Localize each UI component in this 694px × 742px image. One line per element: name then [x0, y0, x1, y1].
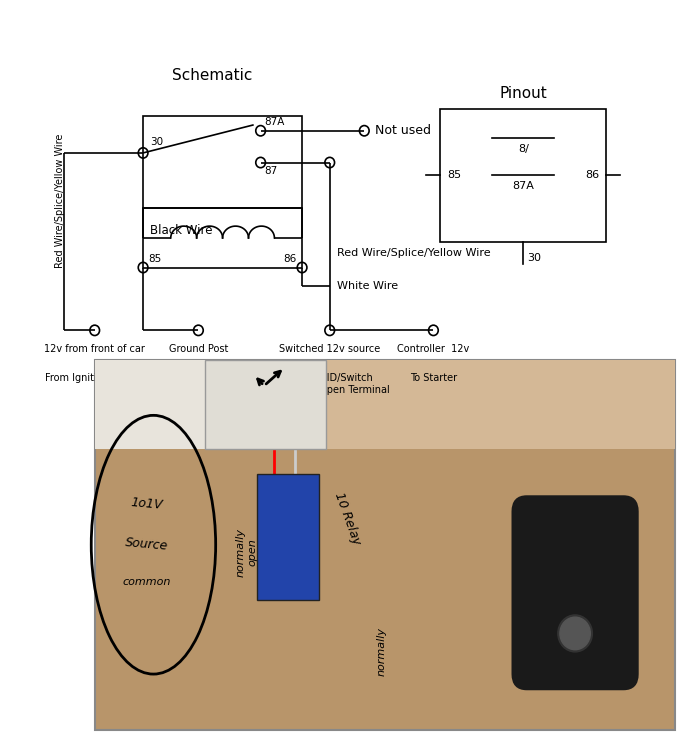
Text: From RFID/Switch
Normally  Open Terminal: From RFID/Switch Normally Open Terminal [269, 373, 390, 395]
Circle shape [558, 615, 593, 652]
Bar [94, 360, 675, 729]
Text: key fob: key fob [549, 579, 601, 592]
Text: Controller  12v: Controller 12v [397, 344, 470, 354]
Text: Ground: Ground [180, 373, 217, 383]
Text: Red Wire/Splice/Yellow Wire: Red Wire/Splice/Yellow Wire [55, 134, 65, 268]
Text: 1o1V: 1o1V [130, 496, 163, 512]
Bar [143, 209, 302, 268]
Text: 12v from front of car: 12v from front of car [44, 344, 145, 354]
Text: Black Wire: Black Wire [150, 224, 212, 237]
Text: Schematic: Schematic [172, 68, 253, 82]
Bar [205, 360, 326, 449]
Bar [257, 474, 319, 600]
Text: Pinout: Pinout [500, 86, 547, 101]
Bar [440, 108, 606, 242]
Text: 30: 30 [527, 253, 541, 263]
Text: Switched 12v source: Switched 12v source [279, 344, 380, 354]
Text: Source: Source [124, 536, 169, 553]
Text: To Starter: To Starter [410, 373, 457, 383]
Text: 8/: 8/ [518, 144, 529, 154]
FancyBboxPatch shape [513, 496, 637, 689]
Text: Red Wire/Splice/Yellow Wire: Red Wire/Splice/Yellow Wire [337, 248, 490, 257]
Text: normally
open: normally open [236, 528, 257, 577]
Text: common: common [122, 577, 171, 587]
Bar [94, 360, 281, 449]
Text: normally: normally [377, 628, 387, 677]
Text: 85: 85 [447, 170, 462, 180]
Text: 10 Relay: 10 Relay [332, 491, 362, 547]
Text: 87: 87 [264, 166, 278, 177]
Text: Not used: Not used [375, 124, 431, 137]
Text: 86: 86 [585, 170, 600, 180]
Circle shape [560, 617, 591, 650]
Bar [143, 116, 302, 209]
Text: From Ignition Switch: From Ignition Switch [45, 373, 144, 383]
Bar [94, 360, 675, 449]
Text: Ground Post: Ground Post [169, 344, 228, 354]
Text: White Wire: White Wire [337, 281, 398, 291]
Text: 86: 86 [283, 254, 296, 264]
Text: 87A: 87A [512, 181, 534, 191]
Text: 30: 30 [150, 137, 163, 147]
Text: 87A: 87A [264, 117, 285, 127]
Text: 85: 85 [149, 254, 162, 264]
